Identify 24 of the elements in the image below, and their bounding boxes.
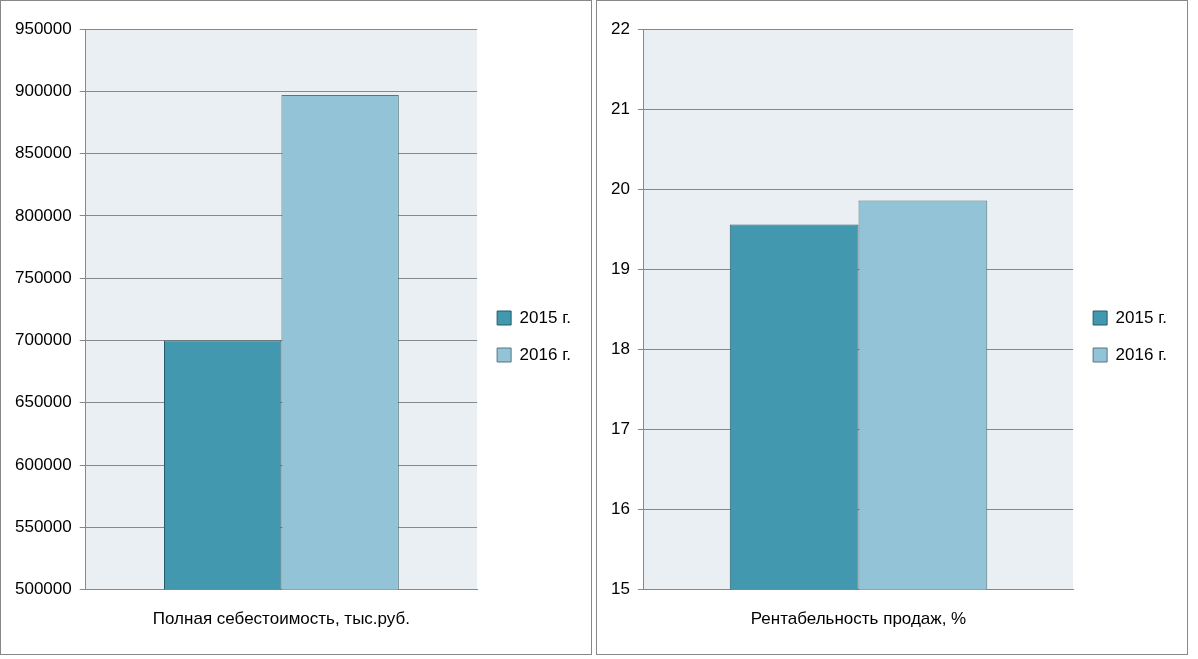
legend-label: 2016 г.	[1115, 344, 1167, 364]
y-tick-label: 16	[610, 499, 630, 519]
y-tick-label: 17	[610, 419, 630, 439]
y-tick-label: 15	[610, 579, 630, 599]
y-tick-label: 950000	[14, 18, 72, 38]
y-tick-label: 19	[610, 258, 630, 278]
y-tick-label: 20	[610, 178, 630, 198]
y-tick-label: 550000	[14, 517, 72, 536]
y-tick-label: 22	[610, 18, 630, 38]
y-tick-label: 750000	[14, 267, 72, 287]
y-tick-label: 600000	[14, 454, 72, 474]
y-tick-label: 650000	[14, 392, 72, 412]
y-tick-label: 900000	[14, 80, 72, 100]
legend-label: 2015 г.	[519, 307, 571, 327]
y-tick-label: 700000	[14, 330, 72, 350]
y-tick-label: 500000	[14, 579, 72, 599]
y-tick-label: 21	[610, 98, 630, 118]
y-tick-label: 800000	[14, 205, 72, 225]
x-tick-label: Полная себестоимость, тыс.руб.	[152, 609, 411, 629]
y-tick-label: 850000	[14, 143, 72, 163]
legend-label: 2016 г.	[519, 344, 571, 364]
x-tick-label: Рентабельность продаж, %	[750, 609, 967, 629]
legend-label: 2015 г.	[1115, 307, 1167, 327]
y-tick-label: 18	[610, 339, 630, 359]
